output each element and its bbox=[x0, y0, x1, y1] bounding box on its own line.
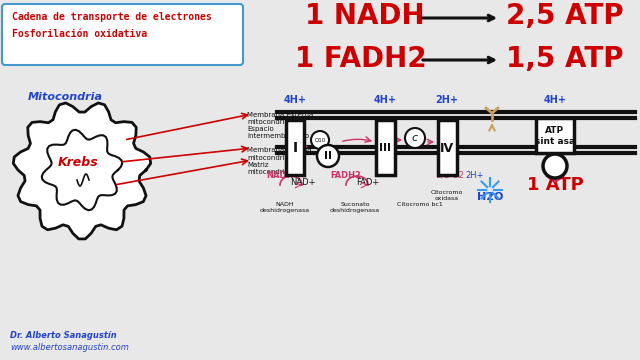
Text: Citocromo bc1: Citocromo bc1 bbox=[397, 202, 443, 207]
Text: Krebs: Krebs bbox=[58, 156, 99, 168]
Circle shape bbox=[311, 131, 329, 149]
Text: Membrana externa
mitocondrial: Membrana externa mitocondrial bbox=[247, 112, 313, 126]
Text: Fosforilación oxidativa: Fosforilación oxidativa bbox=[12, 29, 147, 39]
FancyBboxPatch shape bbox=[2, 4, 243, 65]
Text: Matriz
mitocondrial: Matriz mitocondrial bbox=[247, 162, 291, 175]
Text: III: III bbox=[379, 143, 391, 153]
Text: 1/2 O2: 1/2 O2 bbox=[436, 171, 464, 180]
Text: 1 ATP: 1 ATP bbox=[527, 176, 584, 194]
Text: NADH
deshidrogenasa: NADH deshidrogenasa bbox=[260, 202, 310, 213]
FancyBboxPatch shape bbox=[536, 118, 574, 153]
Text: Citocromo
oxidasa: Citocromo oxidasa bbox=[431, 190, 463, 201]
Text: Membrana interna
mitocondrial: Membrana interna mitocondrial bbox=[247, 147, 312, 161]
Circle shape bbox=[543, 154, 567, 178]
FancyBboxPatch shape bbox=[438, 120, 457, 175]
Text: Espacio
intermembranoso: Espacio intermembranoso bbox=[247, 126, 309, 139]
Text: Q10: Q10 bbox=[314, 138, 326, 143]
Text: 4H+: 4H+ bbox=[543, 95, 566, 105]
Text: 4H+: 4H+ bbox=[374, 95, 397, 105]
Text: Mitocondria: Mitocondria bbox=[28, 92, 103, 102]
Text: Cadena de transporte de electrones: Cadena de transporte de electrones bbox=[12, 12, 212, 22]
Circle shape bbox=[405, 128, 425, 148]
Text: FAD+: FAD+ bbox=[356, 178, 380, 187]
Text: NAD+: NAD+ bbox=[291, 178, 316, 187]
Text: 1,5 ATP: 1,5 ATP bbox=[506, 45, 623, 73]
Circle shape bbox=[317, 145, 339, 167]
FancyBboxPatch shape bbox=[376, 120, 395, 175]
Polygon shape bbox=[13, 103, 150, 239]
Text: 4H+: 4H+ bbox=[284, 95, 307, 105]
Text: 2H+: 2H+ bbox=[435, 95, 458, 105]
Text: www.albertosanagustin.com: www.albertosanagustin.com bbox=[10, 343, 129, 352]
Text: ATP
sint asa: ATP sint asa bbox=[535, 126, 575, 146]
Text: FADH2: FADH2 bbox=[331, 171, 362, 180]
Text: 1 NADH: 1 NADH bbox=[305, 2, 424, 30]
Text: NADH: NADH bbox=[266, 171, 294, 180]
Text: 2,5 ATP: 2,5 ATP bbox=[506, 2, 623, 30]
Text: II: II bbox=[324, 151, 332, 161]
Text: 2H+: 2H+ bbox=[466, 171, 484, 180]
Text: I: I bbox=[292, 141, 298, 155]
Text: IV: IV bbox=[440, 141, 454, 154]
Text: H2O: H2O bbox=[477, 192, 503, 202]
Text: 1 FADH2: 1 FADH2 bbox=[295, 45, 427, 73]
Text: c: c bbox=[412, 133, 418, 143]
Text: Dr. Alberto Sanagustín: Dr. Alberto Sanagustín bbox=[10, 331, 116, 340]
Text: Suconato
deshidrogenasa: Suconato deshidrogenasa bbox=[330, 202, 380, 213]
FancyBboxPatch shape bbox=[286, 120, 304, 175]
